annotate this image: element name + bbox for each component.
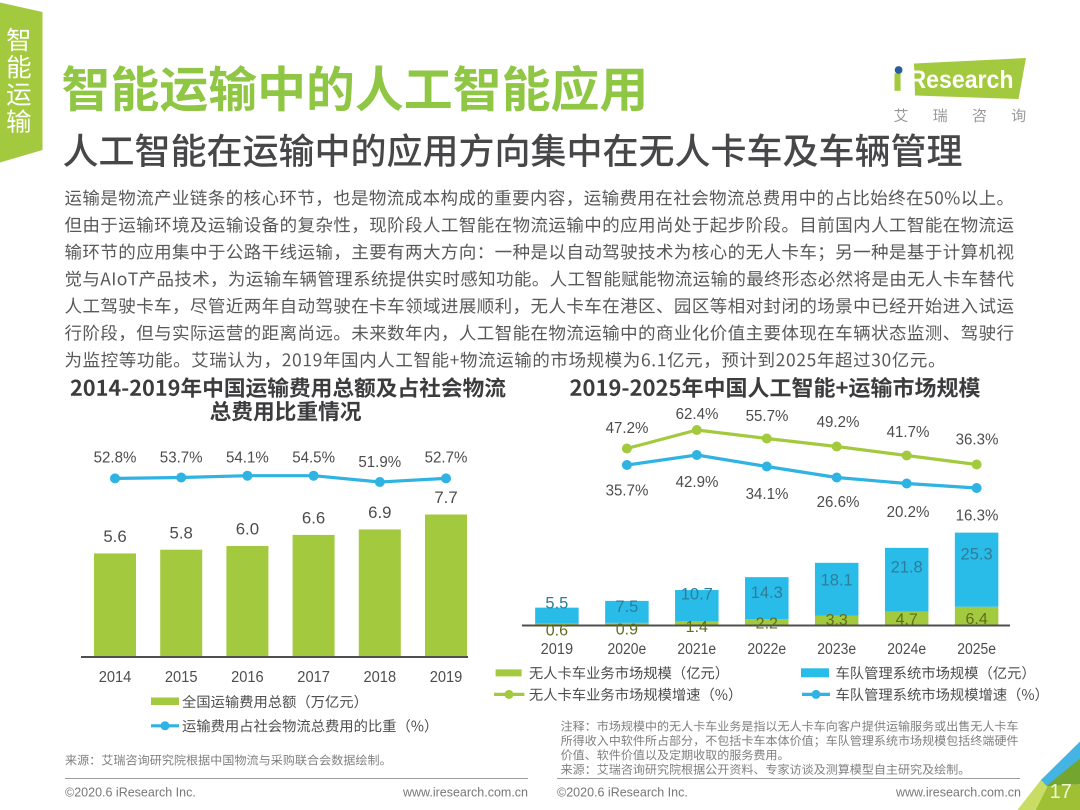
svg-text:2021e: 2021e <box>677 641 716 658</box>
svg-text:2019: 2019 <box>430 669 463 686</box>
svg-text:2014: 2014 <box>99 669 132 686</box>
svg-text:42.9%: 42.9% <box>676 474 719 491</box>
svg-text:2017: 2017 <box>297 669 330 686</box>
svg-text:35.7%: 35.7% <box>606 483 649 500</box>
svg-text:www.iresearch.com.cn: www.iresearch.com.cn <box>402 786 528 800</box>
svg-text:5.8: 5.8 <box>170 523 193 542</box>
svg-text:16.3%: 16.3% <box>956 508 999 525</box>
svg-text:Research: Research <box>910 66 1014 94</box>
svg-text:6.0: 6.0 <box>236 520 259 539</box>
svg-text:18.1: 18.1 <box>821 571 853 589</box>
svg-text:52.7%: 52.7% <box>425 449 468 466</box>
svg-text:www.iresearch.com.cn: www.iresearch.com.cn <box>895 786 1021 800</box>
svg-text:52.8%: 52.8% <box>94 449 137 466</box>
svg-text:54.5%: 54.5% <box>292 449 335 466</box>
svg-text:2016: 2016 <box>231 669 264 686</box>
svg-text:14.3: 14.3 <box>751 584 783 602</box>
svg-text:47.2%: 47.2% <box>606 420 649 437</box>
svg-text:55.7%: 55.7% <box>746 408 789 425</box>
svg-text:41.7%: 41.7% <box>887 424 930 441</box>
svg-text:2022e: 2022e <box>747 641 786 658</box>
svg-text:4.7: 4.7 <box>896 612 918 629</box>
svg-text:17: 17 <box>1050 781 1072 803</box>
svg-text:53.7%: 53.7% <box>160 449 203 466</box>
svg-text:2.2: 2.2 <box>756 615 778 632</box>
svg-text:62.4%: 62.4% <box>676 406 719 423</box>
svg-text:5.5: 5.5 <box>545 595 568 613</box>
svg-text:2025e: 2025e <box>957 641 996 658</box>
svg-text:6.9: 6.9 <box>368 503 391 522</box>
svg-text:21.8: 21.8 <box>891 558 923 576</box>
svg-text:34.1%: 34.1% <box>746 486 789 503</box>
svg-text:2023e: 2023e <box>817 641 856 658</box>
svg-text:2024e: 2024e <box>887 641 926 658</box>
svg-text:26.6%: 26.6% <box>817 494 860 511</box>
svg-text:7.7: 7.7 <box>434 488 457 507</box>
svg-text:20.2%: 20.2% <box>887 504 930 521</box>
svg-text:2019: 2019 <box>541 641 574 658</box>
svg-text:0.9: 0.9 <box>616 621 638 638</box>
svg-text:©2020.6 iResearch Inc.: ©2020.6 iResearch Inc. <box>557 786 688 800</box>
svg-text:54.1%: 54.1% <box>226 449 269 466</box>
svg-text:0.6: 0.6 <box>546 623 568 640</box>
svg-text:5.6: 5.6 <box>103 527 126 546</box>
svg-text:3.3: 3.3 <box>826 612 848 629</box>
svg-text:6.6: 6.6 <box>302 509 325 528</box>
svg-text:2018: 2018 <box>364 669 397 686</box>
svg-text:©2020.6 iResearch Inc.: ©2020.6 iResearch Inc. <box>65 786 196 800</box>
svg-text:2020e: 2020e <box>608 641 647 658</box>
svg-text:1.4: 1.4 <box>686 619 708 636</box>
svg-text:51.9%: 51.9% <box>358 454 401 471</box>
svg-text:36.3%: 36.3% <box>956 432 999 449</box>
svg-text:49.2%: 49.2% <box>817 414 860 431</box>
svg-text:25.3: 25.3 <box>961 545 993 563</box>
svg-text:7.5: 7.5 <box>615 598 638 616</box>
svg-text:6.4: 6.4 <box>965 611 987 628</box>
svg-text:2015: 2015 <box>165 669 198 686</box>
svg-text:10.7: 10.7 <box>681 585 713 603</box>
